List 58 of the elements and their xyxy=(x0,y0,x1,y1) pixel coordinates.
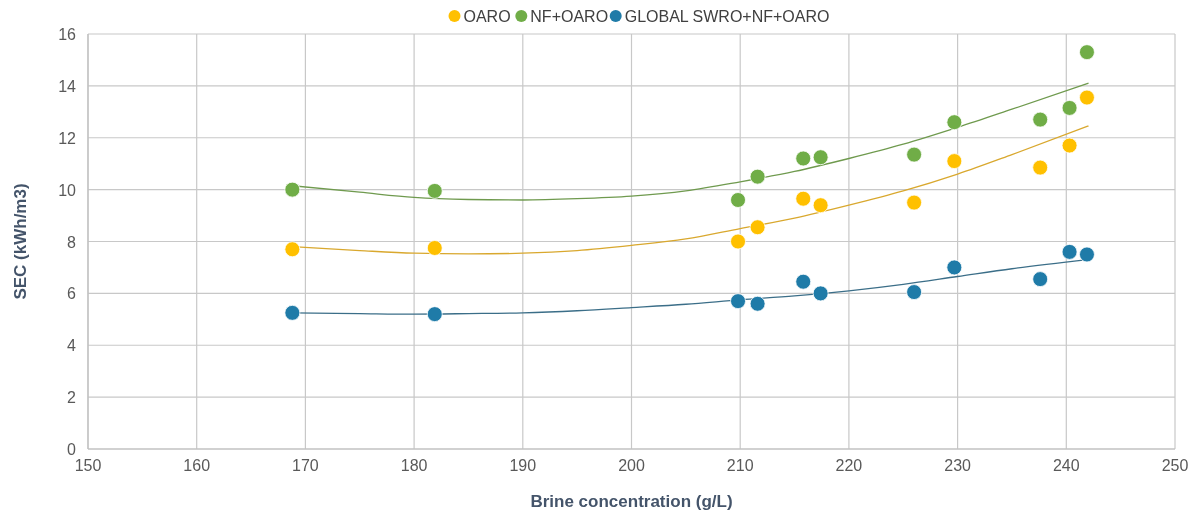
point xyxy=(730,293,746,310)
point xyxy=(749,168,766,185)
point xyxy=(906,194,923,211)
point xyxy=(749,219,766,236)
point xyxy=(812,197,829,214)
legend-label: NF+OARO xyxy=(530,8,609,25)
y-tick-label: 10 xyxy=(58,181,77,199)
point xyxy=(1061,137,1078,154)
point xyxy=(946,114,963,131)
point xyxy=(812,149,829,166)
point xyxy=(284,304,301,321)
x-tick-label: 170 xyxy=(292,457,319,474)
x-tick-label: 190 xyxy=(509,457,537,474)
x-tick-label: 230 xyxy=(944,457,972,474)
y-axis-title: SEC (kWh/m3) xyxy=(11,183,30,300)
point xyxy=(1079,246,1095,263)
legend-label: OARO xyxy=(463,8,511,25)
y-tick-label: 14 xyxy=(58,77,77,95)
point xyxy=(812,285,829,302)
y-tick-label: 12 xyxy=(58,129,77,147)
x-tick-label: 250 xyxy=(1161,457,1189,474)
point xyxy=(1061,100,1078,116)
x-axis-title: Brine concentration (g/L) xyxy=(530,492,733,511)
x-tick-label: 150 xyxy=(74,457,102,474)
point xyxy=(426,183,443,199)
point xyxy=(426,240,443,256)
y-tick-label: 6 xyxy=(67,285,77,303)
x-tick-label: 210 xyxy=(726,457,754,474)
y-tick-label: 0 xyxy=(67,441,77,458)
point xyxy=(1061,243,1078,260)
point xyxy=(946,259,963,276)
legend-label: GLOBAL SWRO+NF+OARO xyxy=(624,8,830,25)
point xyxy=(426,306,443,323)
point xyxy=(1079,89,1095,106)
point xyxy=(906,284,923,300)
x-tick-label: 160 xyxy=(183,457,211,474)
x-tick-label: 200 xyxy=(618,457,645,474)
y-tick-label: 4 xyxy=(67,337,77,355)
y-tick-label: 16 xyxy=(58,26,77,43)
point xyxy=(1079,44,1095,61)
point xyxy=(795,190,812,207)
point xyxy=(730,192,746,208)
point xyxy=(906,146,923,163)
point xyxy=(1032,271,1049,287)
point xyxy=(284,181,301,198)
point xyxy=(1032,111,1049,128)
x-tick-label: 220 xyxy=(835,457,863,474)
y-tick-label: 8 xyxy=(67,233,77,251)
point xyxy=(795,150,812,167)
point xyxy=(1032,159,1049,176)
point xyxy=(730,233,746,250)
x-tick-label: 180 xyxy=(400,457,428,474)
point xyxy=(749,295,766,312)
point xyxy=(284,241,301,258)
x-tick-label: 240 xyxy=(1052,457,1080,474)
point xyxy=(946,153,963,169)
y-tick-label: 2 xyxy=(67,389,77,407)
point xyxy=(795,273,812,290)
